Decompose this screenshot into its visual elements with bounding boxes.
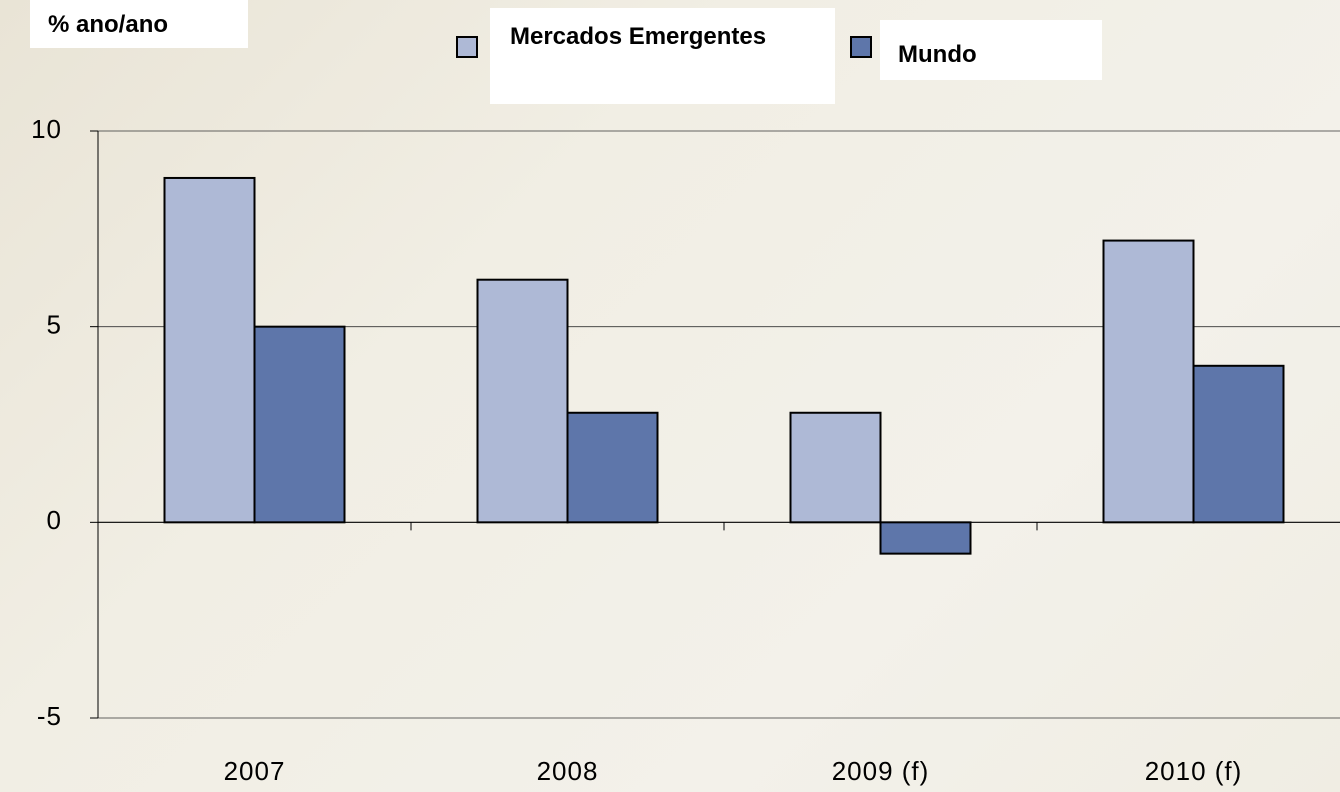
legend-label: Mercados Emergentes	[490, 8, 835, 104]
bar	[163, 176, 256, 524]
bar	[253, 325, 346, 524]
legend-swatch	[850, 36, 872, 58]
legend-swatch	[456, 36, 478, 58]
x-tick-label: 2007	[224, 756, 286, 786]
y-tick-label: 5	[47, 310, 62, 340]
bar	[476, 278, 569, 524]
bar	[1192, 364, 1285, 524]
legend-label: Mundo	[880, 20, 1102, 80]
x-tick-label: 2008	[537, 756, 599, 786]
bar	[789, 411, 882, 524]
y-tick-label: 10	[31, 114, 62, 144]
y-axis-label: % ano/ano	[30, 0, 248, 48]
bar	[879, 521, 972, 555]
x-tick-label: 2009 (f)	[832, 756, 930, 786]
y-tick-label: -5	[37, 701, 62, 731]
x-tick-label: 2010 (f)	[1145, 756, 1243, 786]
bar	[566, 411, 659, 524]
y-tick-label: 0	[47, 505, 62, 535]
bar	[1102, 239, 1195, 524]
